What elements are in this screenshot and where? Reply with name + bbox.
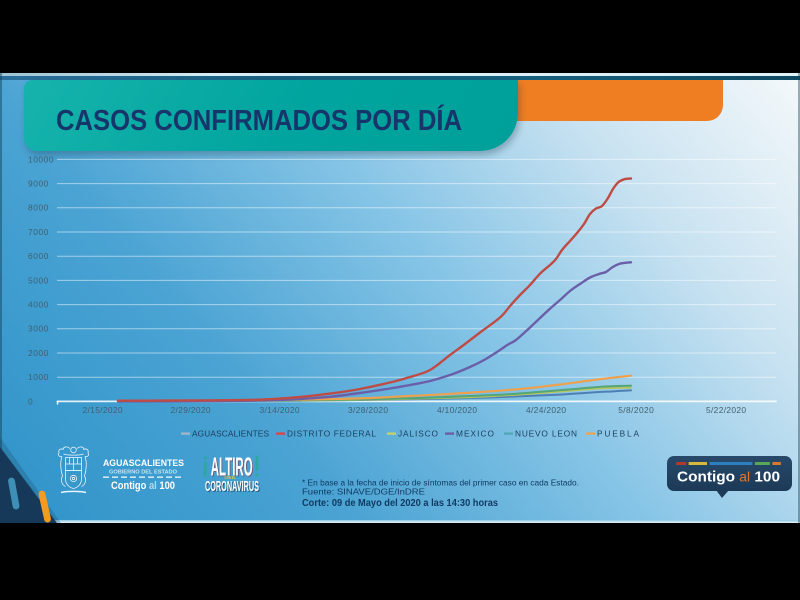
svg-text:CORONAVIRUS: CORONAVIRUS xyxy=(206,480,260,496)
svg-text:JALISCO: JALISCO xyxy=(398,429,439,439)
svg-text:AGUASCALIENTES: AGUASCALIENTES xyxy=(192,429,269,439)
svg-text:4/10/2020: 4/10/2020 xyxy=(437,405,477,415)
svg-text:2/15/2020: 2/15/2020 xyxy=(83,405,123,415)
svg-text:2/29/2020: 2/29/2020 xyxy=(171,405,211,415)
svg-text:4000: 4000 xyxy=(28,300,49,310)
svg-text:5/22/2020: 5/22/2020 xyxy=(706,405,746,415)
svg-text:DISTRITO FEDERAL: DISTRITO FEDERAL xyxy=(287,429,376,439)
svg-text:Contigo al 100: Contigo al 100 xyxy=(111,480,175,492)
svg-text:AGUASCALIENTES: AGUASCALIENTES xyxy=(103,457,184,468)
svg-text:8000: 8000 xyxy=(28,203,49,213)
svg-text:4/24/2020: 4/24/2020 xyxy=(526,405,566,415)
svg-text:ALTIRO: ALTIRO xyxy=(211,452,253,482)
svg-text:Fuente: SINAVE/DGE/InDRE: Fuente: SINAVE/DGE/InDRE xyxy=(302,487,425,497)
svg-text:6000: 6000 xyxy=(28,251,49,261)
svg-text:3000: 3000 xyxy=(28,324,49,334)
svg-text:* En base a la fecha de inicio: * En base a la fecha de inicio de síntom… xyxy=(302,478,579,488)
svg-text:1000: 1000 xyxy=(28,372,49,382)
svg-text:9000: 9000 xyxy=(28,179,49,189)
svg-text:Contigo al 100: Contigo al 100 xyxy=(677,469,780,486)
svg-text:2000: 2000 xyxy=(28,348,49,358)
svg-text:PUEBLA: PUEBLA xyxy=(597,429,639,439)
svg-text:Corte: 09 de Mayo del 2020 a l: Corte: 09 de Mayo del 2020 a las 14:30 h… xyxy=(302,498,499,509)
svg-text:0: 0 xyxy=(28,396,33,406)
svg-text:CORONAVIRUS: CORONAVIRUS xyxy=(205,479,259,495)
svg-text:CASOS CONFIRMADOS POR DÍA: CASOS CONFIRMADOS POR DÍA xyxy=(56,103,462,137)
svg-text:5/8/2020: 5/8/2020 xyxy=(618,405,654,415)
svg-text:10000: 10000 xyxy=(28,154,54,164)
svg-text:3/28/2020: 3/28/2020 xyxy=(348,405,388,415)
svg-text:5000: 5000 xyxy=(28,275,49,285)
svg-text:7000: 7000 xyxy=(28,227,49,237)
svg-text:GOBIERNO DEL ESTADO: GOBIERNO DEL ESTADO xyxy=(109,470,178,476)
svg-text:CON EL: CON EL xyxy=(225,475,236,480)
svg-text:ALTIRO: ALTIRO xyxy=(212,452,254,482)
svg-text:3/14/2020: 3/14/2020 xyxy=(260,405,300,415)
svg-text:MEXICO: MEXICO xyxy=(456,429,495,439)
svg-text:NUEVO LEON: NUEVO LEON xyxy=(515,429,577,439)
